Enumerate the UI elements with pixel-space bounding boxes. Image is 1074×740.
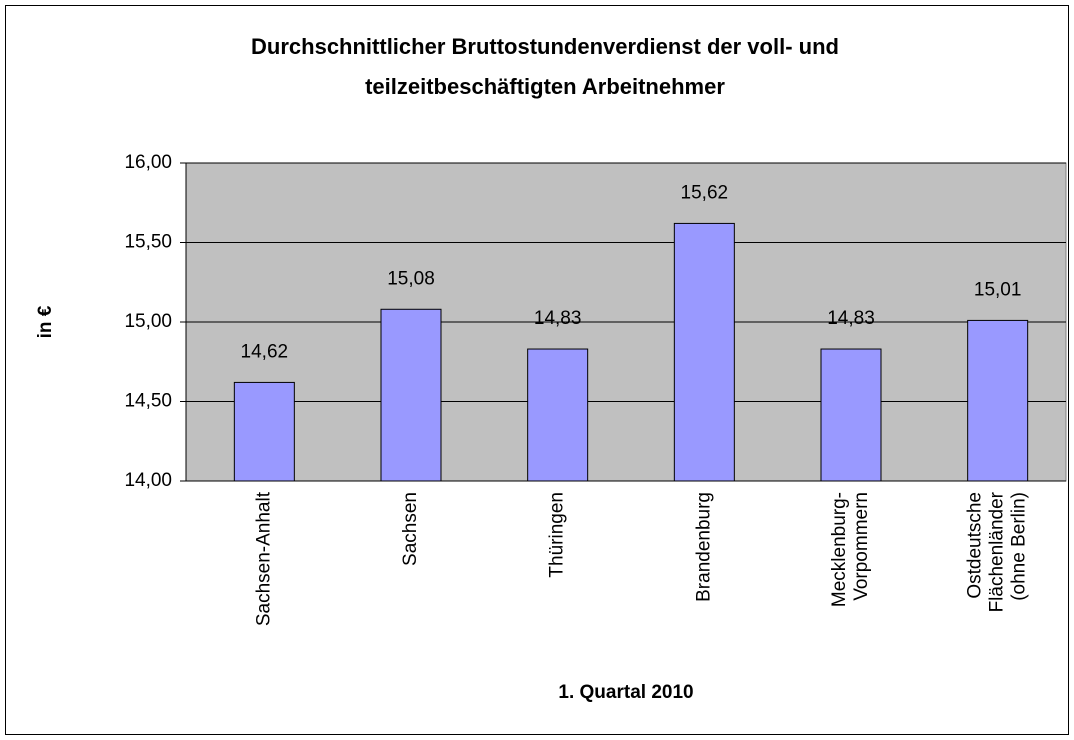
x-axis-label: 1. Quartal 2010: [558, 682, 693, 703]
y-axis-label: in €: [35, 305, 56, 338]
bar: [527, 348, 589, 482]
data-label: 14,83: [827, 308, 875, 329]
data-label: 14,62: [241, 341, 289, 362]
bar: [380, 308, 442, 482]
x-tick-label: Sachsen: [400, 492, 421, 566]
y-tick-label: 15,50: [124, 232, 172, 253]
x-tick-label: Mecklenburg-Vorpommern: [829, 492, 872, 607]
data-label: 15,62: [681, 182, 729, 203]
x-tick-label: Sachsen-Anhalt: [253, 491, 274, 626]
x-tick-label: OstdeutscheFlächenländer(ohne Berlin): [965, 491, 1030, 612]
bar: [233, 381, 295, 482]
y-tick-label: 16,00: [124, 152, 172, 173]
x-tick-label: Brandenburg: [693, 492, 714, 602]
chart-title: teilzeitbeschäftigten Arbeitnehmer: [365, 74, 725, 99]
data-label: 15,08: [387, 268, 435, 289]
x-tick-label: Thüringen: [547, 492, 568, 578]
y-tick-label: 14,50: [124, 391, 172, 412]
data-label: 15,01: [974, 279, 1022, 300]
chart-title: Durchschnittlicher Bruttostundenverdiens…: [251, 34, 839, 59]
y-tick-label: 15,00: [124, 311, 172, 332]
bar: [673, 222, 735, 482]
y-tick-label: 14,00: [124, 470, 172, 491]
bar: [967, 319, 1029, 482]
bar: [820, 348, 882, 482]
data-label: 14,83: [534, 308, 582, 329]
